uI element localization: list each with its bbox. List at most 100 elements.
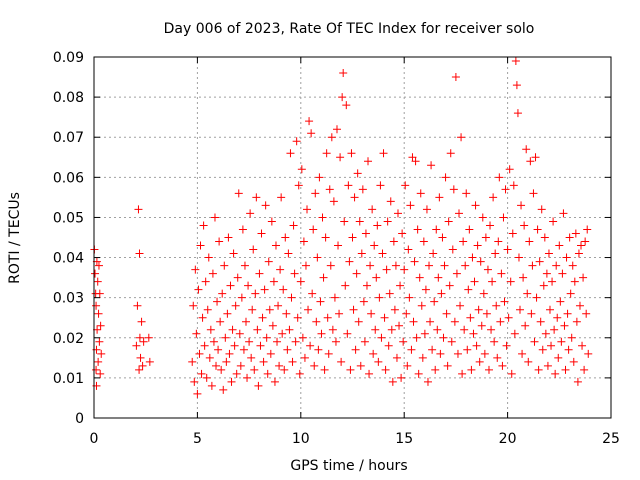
data-point: [514, 253, 523, 262]
data-point: [475, 357, 484, 366]
data-point: [562, 253, 571, 262]
data-point: [517, 201, 526, 210]
data-point: [429, 249, 438, 258]
data-point: [467, 365, 476, 374]
data-point: [138, 361, 147, 370]
data-point: [251, 289, 260, 298]
data-point: [409, 317, 418, 326]
data-point: [543, 361, 552, 370]
data-point: [549, 217, 558, 226]
data-point: [405, 293, 414, 302]
data-point: [208, 269, 217, 278]
data-point: [453, 349, 462, 358]
data-point: [526, 157, 535, 166]
data-point: [257, 229, 266, 238]
data-point: [297, 165, 306, 174]
data-point: [203, 305, 212, 314]
data-point: [241, 317, 250, 326]
data-point: [539, 281, 548, 290]
data-point: [276, 265, 285, 274]
data-point: [298, 333, 307, 342]
data-point: [446, 149, 455, 158]
data-point: [431, 365, 440, 374]
data-point: [190, 377, 199, 386]
data-point: [471, 201, 480, 210]
data-point: [256, 341, 265, 350]
data-point: [347, 149, 356, 158]
data-point: [304, 305, 313, 314]
data-point: [575, 301, 584, 310]
data-point: [524, 357, 533, 366]
data-point: [498, 361, 507, 370]
data-point: [235, 329, 244, 338]
data-point: [470, 277, 479, 286]
data-point: [426, 317, 435, 326]
data-point: [319, 273, 328, 282]
data-point: [556, 297, 565, 306]
data-point: [511, 57, 520, 66]
data-point: [220, 261, 229, 270]
data-point: [270, 377, 279, 386]
chart-title: Day 006 of 2023, Rate Of TEC Index for r…: [164, 21, 535, 37]
data-point: [332, 125, 341, 134]
data-point: [327, 133, 336, 142]
data-point: [415, 273, 424, 282]
data-point: [367, 309, 376, 318]
data-point: [228, 325, 237, 334]
y-tick-label: 0.06: [53, 170, 84, 186]
data-point: [274, 301, 283, 310]
data-point: [296, 277, 305, 286]
data-points: [90, 57, 593, 398]
data-point: [519, 273, 528, 282]
data-point: [447, 337, 456, 346]
data-point: [500, 297, 509, 306]
data-point: [494, 237, 503, 246]
data-point: [388, 377, 397, 386]
data-point: [566, 289, 575, 298]
data-point: [285, 325, 294, 334]
data-point: [330, 293, 339, 302]
data-point: [214, 345, 223, 354]
data-point: [382, 265, 391, 274]
data-point: [372, 273, 381, 282]
data-point: [563, 309, 572, 318]
data-point: [303, 205, 312, 214]
data-point: [196, 241, 205, 250]
data-point: [497, 269, 506, 278]
plot-frame: [93, 56, 612, 419]
data-point: [428, 345, 437, 354]
data-point: [558, 269, 567, 278]
data-point: [299, 237, 308, 246]
data-point: [540, 233, 549, 242]
data-point: [271, 241, 280, 250]
data-point: [469, 329, 478, 338]
data-point: [334, 241, 343, 250]
data-point: [133, 301, 142, 310]
data-point: [544, 249, 553, 258]
data-point: [412, 333, 421, 342]
y-tick-label: 0.07: [53, 130, 84, 146]
data-point: [368, 205, 377, 214]
data-point: [221, 333, 230, 342]
data-point: [207, 381, 216, 390]
data-point: [364, 157, 373, 166]
data-point: [489, 193, 498, 202]
data-point: [195, 349, 204, 358]
data-point: [145, 357, 154, 366]
data-point: [435, 193, 444, 202]
data-point: [468, 253, 477, 262]
data-point: [464, 285, 473, 294]
data-point: [393, 209, 402, 218]
data-point: [407, 345, 416, 354]
data-point: [96, 369, 105, 378]
data-point: [292, 137, 301, 146]
data-point: [374, 357, 383, 366]
data-point: [293, 313, 302, 322]
data-point: [265, 305, 274, 314]
data-point: [463, 345, 472, 354]
data-point: [403, 361, 412, 370]
data-point: [317, 329, 326, 338]
data-point: [458, 369, 467, 378]
data-point: [520, 221, 529, 230]
data-point: [560, 321, 569, 330]
